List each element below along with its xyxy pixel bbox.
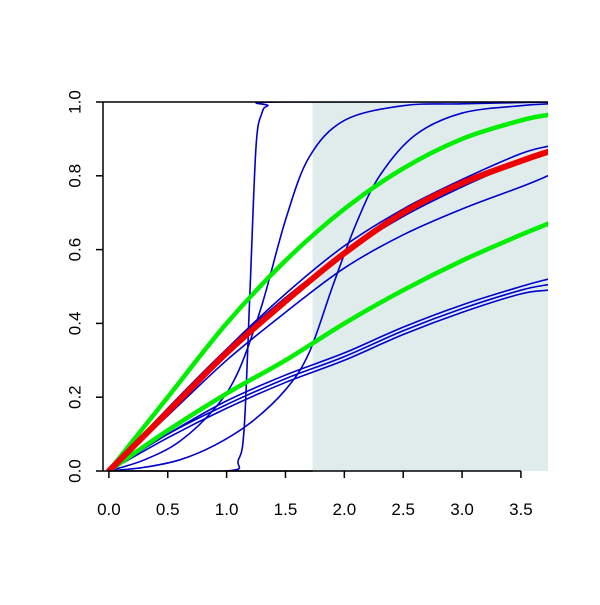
series-line-0 [108,102,548,471]
x-tick-label: 0.5 [156,500,180,519]
series-line-9 [106,112,548,471]
x-tick-label: 3.0 [450,500,474,519]
y-tick-label: 0.2 [66,385,85,409]
y-tick-label: 0.0 [66,459,85,483]
x-tick-label: 3.5 [509,500,533,519]
y-tick-label: 0.4 [66,312,85,336]
x-tick-label: 2.5 [391,500,415,519]
series-line-5 [108,175,548,471]
x-tick-label: 1.0 [215,500,239,519]
series-line-8 [108,289,548,471]
series-line-2 [108,103,548,471]
y-tick-label: 1.0 [66,90,85,114]
series-line-11 [105,148,548,471]
series-line-10 [106,221,548,471]
y-tick-label: 0.8 [66,164,85,188]
x-tick-label: 0.0 [97,500,121,519]
x-tick-label: 1.5 [274,500,298,519]
x-tick-label: 2.0 [333,500,357,519]
series-line-1 [108,102,548,471]
series-line-7 [108,283,548,471]
y-tick-label: 0.6 [66,238,85,262]
